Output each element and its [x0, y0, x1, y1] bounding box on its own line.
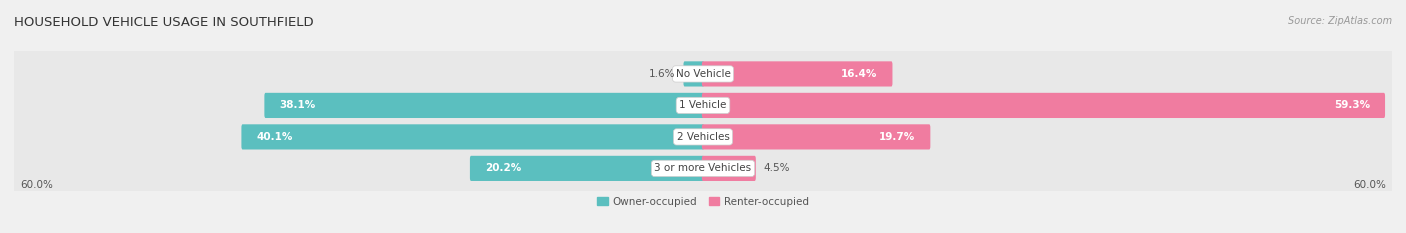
FancyBboxPatch shape — [264, 93, 704, 118]
FancyBboxPatch shape — [11, 107, 1395, 167]
Text: 1 Vehicle: 1 Vehicle — [679, 100, 727, 110]
Text: 60.0%: 60.0% — [20, 180, 52, 190]
Text: Source: ZipAtlas.com: Source: ZipAtlas.com — [1288, 16, 1392, 26]
Text: 1.6%: 1.6% — [650, 69, 675, 79]
Text: 19.7%: 19.7% — [879, 132, 915, 142]
FancyBboxPatch shape — [11, 44, 1395, 104]
Text: No Vehicle: No Vehicle — [675, 69, 731, 79]
FancyBboxPatch shape — [470, 156, 704, 181]
Text: HOUSEHOLD VEHICLE USAGE IN SOUTHFIELD: HOUSEHOLD VEHICLE USAGE IN SOUTHFIELD — [14, 16, 314, 29]
Text: 60.0%: 60.0% — [1354, 180, 1386, 190]
FancyBboxPatch shape — [242, 124, 704, 150]
Text: 3 or more Vehicles: 3 or more Vehicles — [654, 163, 752, 173]
Text: 4.5%: 4.5% — [763, 163, 790, 173]
Text: 38.1%: 38.1% — [280, 100, 315, 110]
FancyBboxPatch shape — [702, 156, 756, 181]
Legend: Owner-occupied, Renter-occupied: Owner-occupied, Renter-occupied — [593, 193, 813, 211]
FancyBboxPatch shape — [683, 61, 704, 86]
FancyBboxPatch shape — [702, 124, 931, 150]
Text: 16.4%: 16.4% — [841, 69, 877, 79]
FancyBboxPatch shape — [702, 61, 893, 86]
Text: 2 Vehicles: 2 Vehicles — [676, 132, 730, 142]
Text: 59.3%: 59.3% — [1334, 100, 1369, 110]
Text: 20.2%: 20.2% — [485, 163, 522, 173]
FancyBboxPatch shape — [11, 138, 1395, 199]
FancyBboxPatch shape — [702, 93, 1385, 118]
FancyBboxPatch shape — [11, 75, 1395, 136]
Text: 40.1%: 40.1% — [256, 132, 292, 142]
